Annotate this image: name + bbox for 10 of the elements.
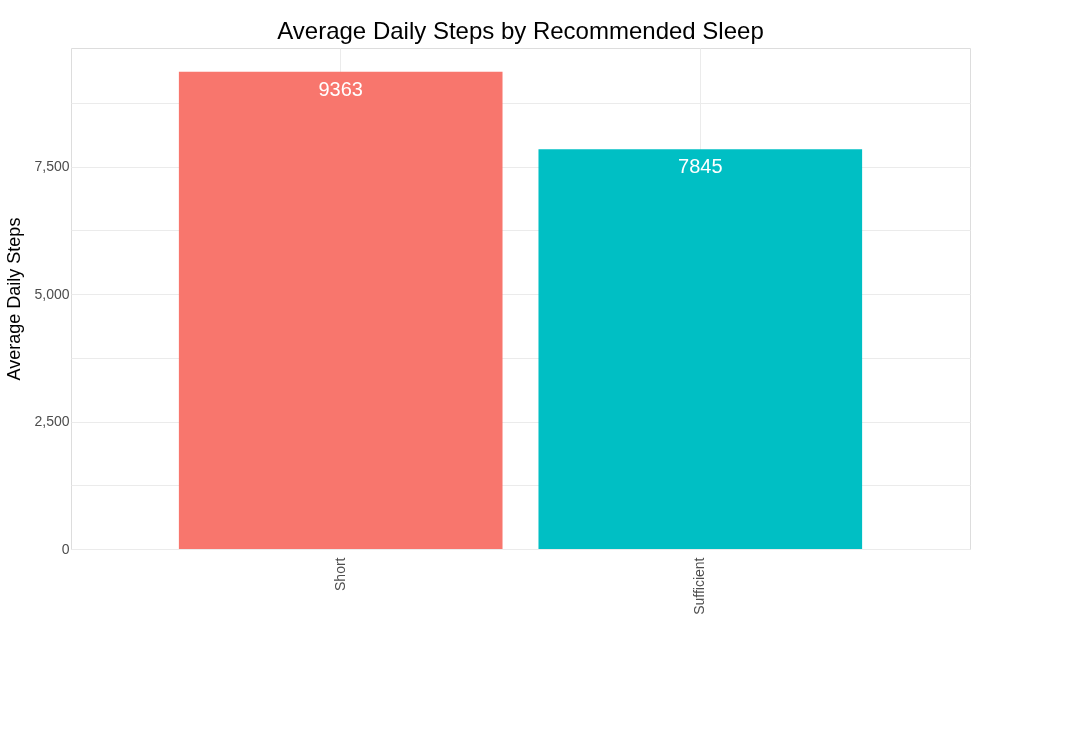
chart-title: Average Daily Steps by Recommended Sleep xyxy=(277,17,764,44)
x-tick-label: Short xyxy=(331,557,348,591)
x-tick-label: Sufficient xyxy=(691,557,708,615)
y-axis-title: Average Daily Steps xyxy=(4,217,25,381)
y-tick-label: 0 xyxy=(61,540,70,557)
data-label: 9363 xyxy=(318,77,363,100)
y-tick-label: 2,500 xyxy=(34,413,70,430)
data-label: 7845 xyxy=(678,155,723,178)
y-tick-label: 7,500 xyxy=(34,158,70,175)
y-tick-label: 5,000 xyxy=(34,285,70,302)
